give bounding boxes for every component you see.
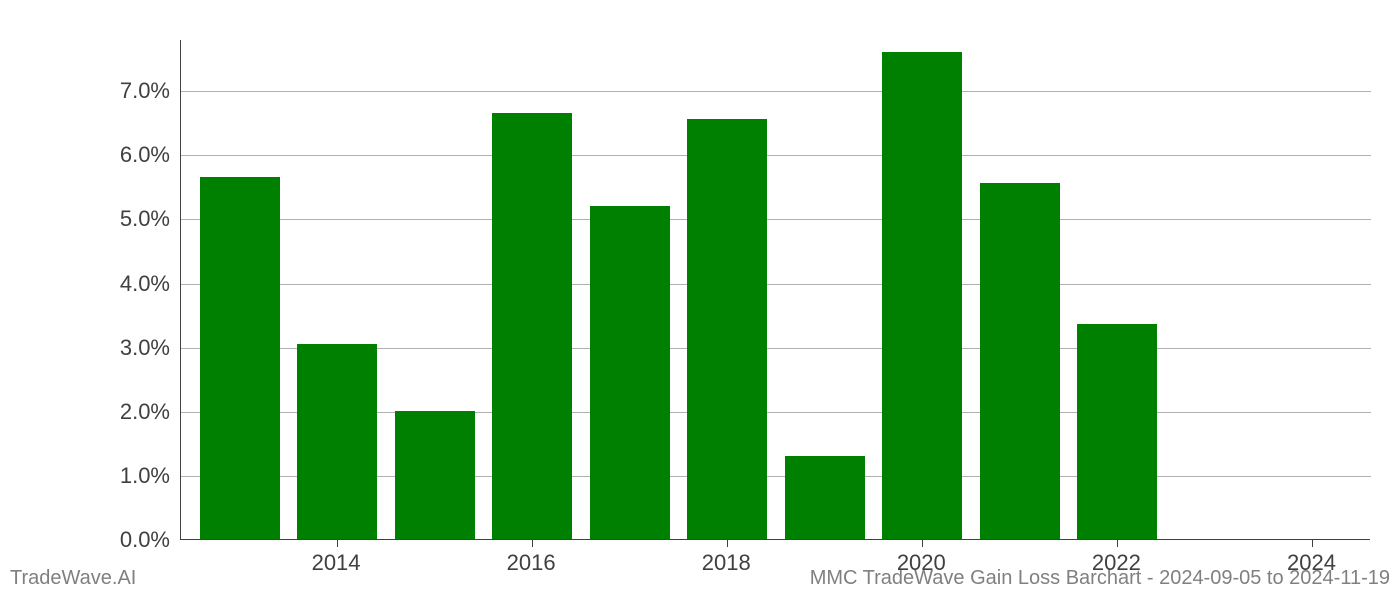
chart-bar [785, 456, 865, 539]
y-axis-label: 2.0% [120, 399, 170, 425]
y-axis-label: 0.0% [120, 527, 170, 553]
x-axis-label: 2024 [1287, 550, 1336, 576]
chart-bar [492, 113, 572, 539]
footer-left-text: TradeWave.AI [10, 567, 136, 590]
chart-bar [200, 177, 280, 539]
x-axis-tick [727, 540, 728, 547]
x-axis-tick [337, 540, 338, 547]
y-axis-label: 4.0% [120, 271, 170, 297]
x-axis-label: 2020 [897, 550, 946, 576]
gridline [181, 91, 1371, 92]
x-axis-label: 2014 [312, 550, 361, 576]
chart-bar [395, 411, 475, 539]
chart-plot [180, 40, 1370, 540]
chart-bar [687, 119, 767, 539]
y-axis-label: 3.0% [120, 335, 170, 361]
chart-bar [882, 52, 962, 539]
chart-bar [297, 344, 377, 540]
y-axis-label: 7.0% [120, 78, 170, 104]
chart-bar [980, 183, 1060, 539]
x-axis-tick [532, 540, 533, 547]
y-axis-label: 1.0% [120, 463, 170, 489]
y-axis-label: 6.0% [120, 142, 170, 168]
gridline [181, 284, 1371, 285]
gridline [181, 219, 1371, 220]
x-axis-tick [922, 540, 923, 547]
chart-plot-area [180, 40, 1370, 540]
chart-bar [590, 206, 670, 539]
x-axis-label: 2022 [1092, 550, 1141, 576]
x-axis-label: 2016 [507, 550, 556, 576]
y-axis-label: 5.0% [120, 206, 170, 232]
x-axis-tick [1117, 540, 1118, 547]
chart-container: TradeWave.AI MMC TradeWave Gain Loss Bar… [0, 0, 1400, 600]
x-axis-tick [1312, 540, 1313, 547]
gridline [181, 155, 1371, 156]
x-axis-label: 2018 [702, 550, 751, 576]
chart-bar [1077, 324, 1157, 539]
